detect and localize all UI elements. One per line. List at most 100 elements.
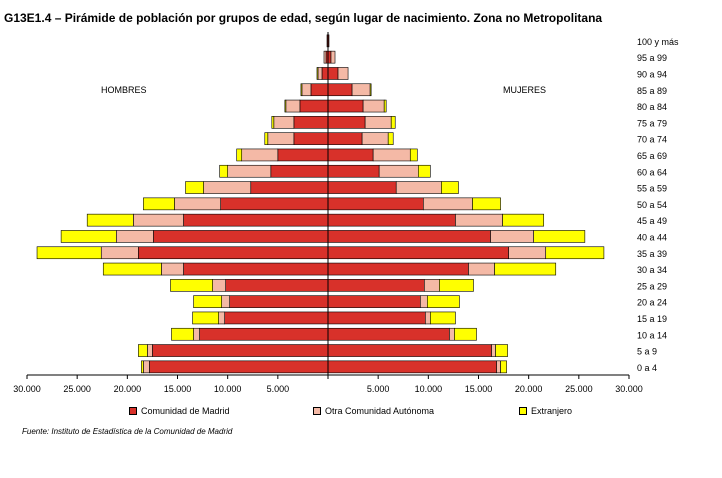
bar-mujeres-otra-9 (455, 213, 503, 227)
x-tick-label-5: 5.000 (267, 384, 290, 394)
bar-hombres-extranjero-11 (185, 181, 204, 194)
bar-mujeres-otra-11 (395, 181, 442, 194)
bar-mujeres-otra-3 (425, 311, 431, 325)
legend-label-otra: Otra Comunidad Autónoma (325, 406, 435, 416)
bar-mujeres-madrid-11 (327, 181, 397, 194)
bar-hombres-otra-6 (161, 262, 184, 276)
bar-mujeres-extranjero-13 (409, 148, 418, 162)
bar-hombres-extranjero-12 (219, 164, 228, 178)
bar-hombres-otra-13 (241, 148, 279, 162)
bar-mujeres-otra-14 (361, 132, 389, 145)
bar-hombres-otra-10 (174, 197, 221, 211)
bar-hombres-otra-7 (100, 246, 139, 260)
bar-hombres-madrid-5 (225, 279, 329, 292)
bar-hombres-madrid-17 (310, 83, 329, 97)
age-label-20: 100 y más (637, 37, 679, 47)
x-tick-label-11: 25.000 (565, 384, 593, 394)
bar-mujeres-otra-0 (496, 360, 501, 374)
bar-mujeres-extranjero-9 (502, 213, 545, 227)
age-label-15: 75 a 79 (637, 118, 667, 128)
bar-hombres-madrid-11 (250, 181, 329, 194)
age-label-1: 5 a 9 (637, 347, 657, 357)
bar-mujeres-madrid-9 (327, 213, 456, 227)
bar-mujeres-extranjero-14 (387, 132, 394, 145)
bar-mujeres-otra-19 (330, 50, 336, 64)
x-tick-label-4: 10.000 (214, 384, 242, 394)
bar-mujeres-madrid-14 (327, 132, 363, 145)
legend-swatch-madrid (129, 407, 137, 415)
age-label-4: 20 a 24 (637, 298, 667, 308)
bar-hombres-madrid-10 (220, 197, 329, 211)
bar-hombres-otra-5 (212, 279, 226, 292)
bar-hombres-otra-1 (147, 344, 153, 357)
bar-mujeres-madrid-18 (327, 67, 339, 80)
bar-mujeres-madrid-16 (327, 99, 364, 113)
bar-hombres-extranjero-2 (171, 327, 194, 341)
bar-mujeres-otra-8 (490, 230, 534, 243)
bar-mujeres-madrid-8 (327, 230, 491, 243)
bar-mujeres-madrid-15 (327, 116, 366, 129)
bar-hombres-extranjero-13 (236, 148, 243, 162)
bar-mujeres-madrid-2 (327, 327, 450, 341)
bar-mujeres-madrid-4 (327, 295, 421, 308)
bar-mujeres-madrid-3 (327, 311, 426, 325)
bar-mujeres-extranjero-1 (495, 344, 508, 357)
bar-mujeres-extranjero-15 (390, 116, 396, 129)
mujeres-label: MUJERES (503, 85, 546, 95)
bar-hombres-otra-3 (218, 311, 225, 325)
bar-hombres-otra-0 (143, 360, 150, 374)
age-label-0: 0 a 4 (637, 363, 657, 373)
bar-hombres-madrid-16 (299, 99, 329, 113)
bar-hombres-madrid-6 (183, 262, 329, 276)
bar-hombres-otra-12 (227, 164, 272, 178)
bar-hombres-madrid-13 (277, 148, 329, 162)
age-label-8: 40 a 44 (637, 232, 667, 242)
bar-mujeres-madrid-7 (327, 246, 509, 260)
legend-label-extranjero: Extranjero (531, 406, 573, 416)
bar-mujeres-madrid-13 (327, 148, 374, 162)
bar-mujeres-extranjero-7 (545, 246, 605, 260)
x-tick-label-12: 30.000 (615, 384, 643, 394)
bar-mujeres-extranjero-16 (383, 99, 387, 113)
bar-hombres-madrid-12 (270, 164, 329, 178)
bar-hombres-extranjero-15 (271, 116, 275, 129)
bar-hombres-madrid-14 (293, 132, 329, 145)
bar-mujeres-extranjero-8 (533, 230, 586, 243)
age-label-17: 85 a 89 (637, 86, 667, 96)
bar-mujeres-extranjero-6 (494, 262, 557, 276)
bar-hombres-extranjero-17 (300, 83, 303, 97)
x-tick-label-10: 20.000 (515, 384, 543, 394)
bar-hombres-madrid-3 (224, 311, 329, 325)
legend-label-madrid: Comunidad de Madrid (141, 406, 230, 416)
bar-mujeres-extranjero-5 (439, 279, 474, 292)
bar-hombres-otra-2 (193, 327, 200, 341)
bar-hombres-extranjero-1 (138, 344, 148, 357)
age-label-7: 35 a 39 (637, 249, 667, 259)
bar-hombres-madrid-2 (199, 327, 329, 341)
bar-hombres-extranjero-8 (60, 230, 117, 243)
bar-mujeres-madrid-6 (327, 262, 469, 276)
bar-hombres-madrid-8 (153, 230, 329, 243)
bar-mujeres-extranjero-10 (472, 197, 501, 211)
bar-hombres-otra-14 (267, 132, 295, 145)
bar-mujeres-extranjero-11 (441, 181, 459, 194)
bar-mujeres-extranjero-3 (430, 311, 456, 325)
bar-mujeres-otra-12 (378, 164, 419, 178)
bar-hombres-extranjero-18 (316, 67, 319, 80)
bar-hombres-otra-11 (203, 181, 252, 194)
bar-mujeres-otra-15 (364, 116, 392, 129)
bar-hombres-madrid-7 (138, 246, 329, 260)
bar-mujeres-otra-7 (508, 246, 547, 260)
bar-hombres-otra-4 (221, 295, 230, 308)
source-note: Fuente: Instituto de Estadística de la C… (22, 427, 233, 436)
bar-mujeres-otra-5 (424, 279, 440, 292)
bar-mujeres-extranjero-0 (500, 360, 507, 374)
x-tick-label-2: 20.000 (114, 384, 142, 394)
bar-hombres-otra-19 (323, 50, 327, 64)
bar-mujeres-otra-4 (420, 295, 428, 308)
bar-mujeres-otra-16 (362, 99, 385, 113)
bar-mujeres-extranjero-17 (369, 83, 372, 97)
bar-hombres-extranjero-0 (141, 360, 144, 374)
bar-hombres-extranjero-10 (143, 197, 175, 211)
x-tick-label-7: 5.000 (367, 384, 390, 394)
